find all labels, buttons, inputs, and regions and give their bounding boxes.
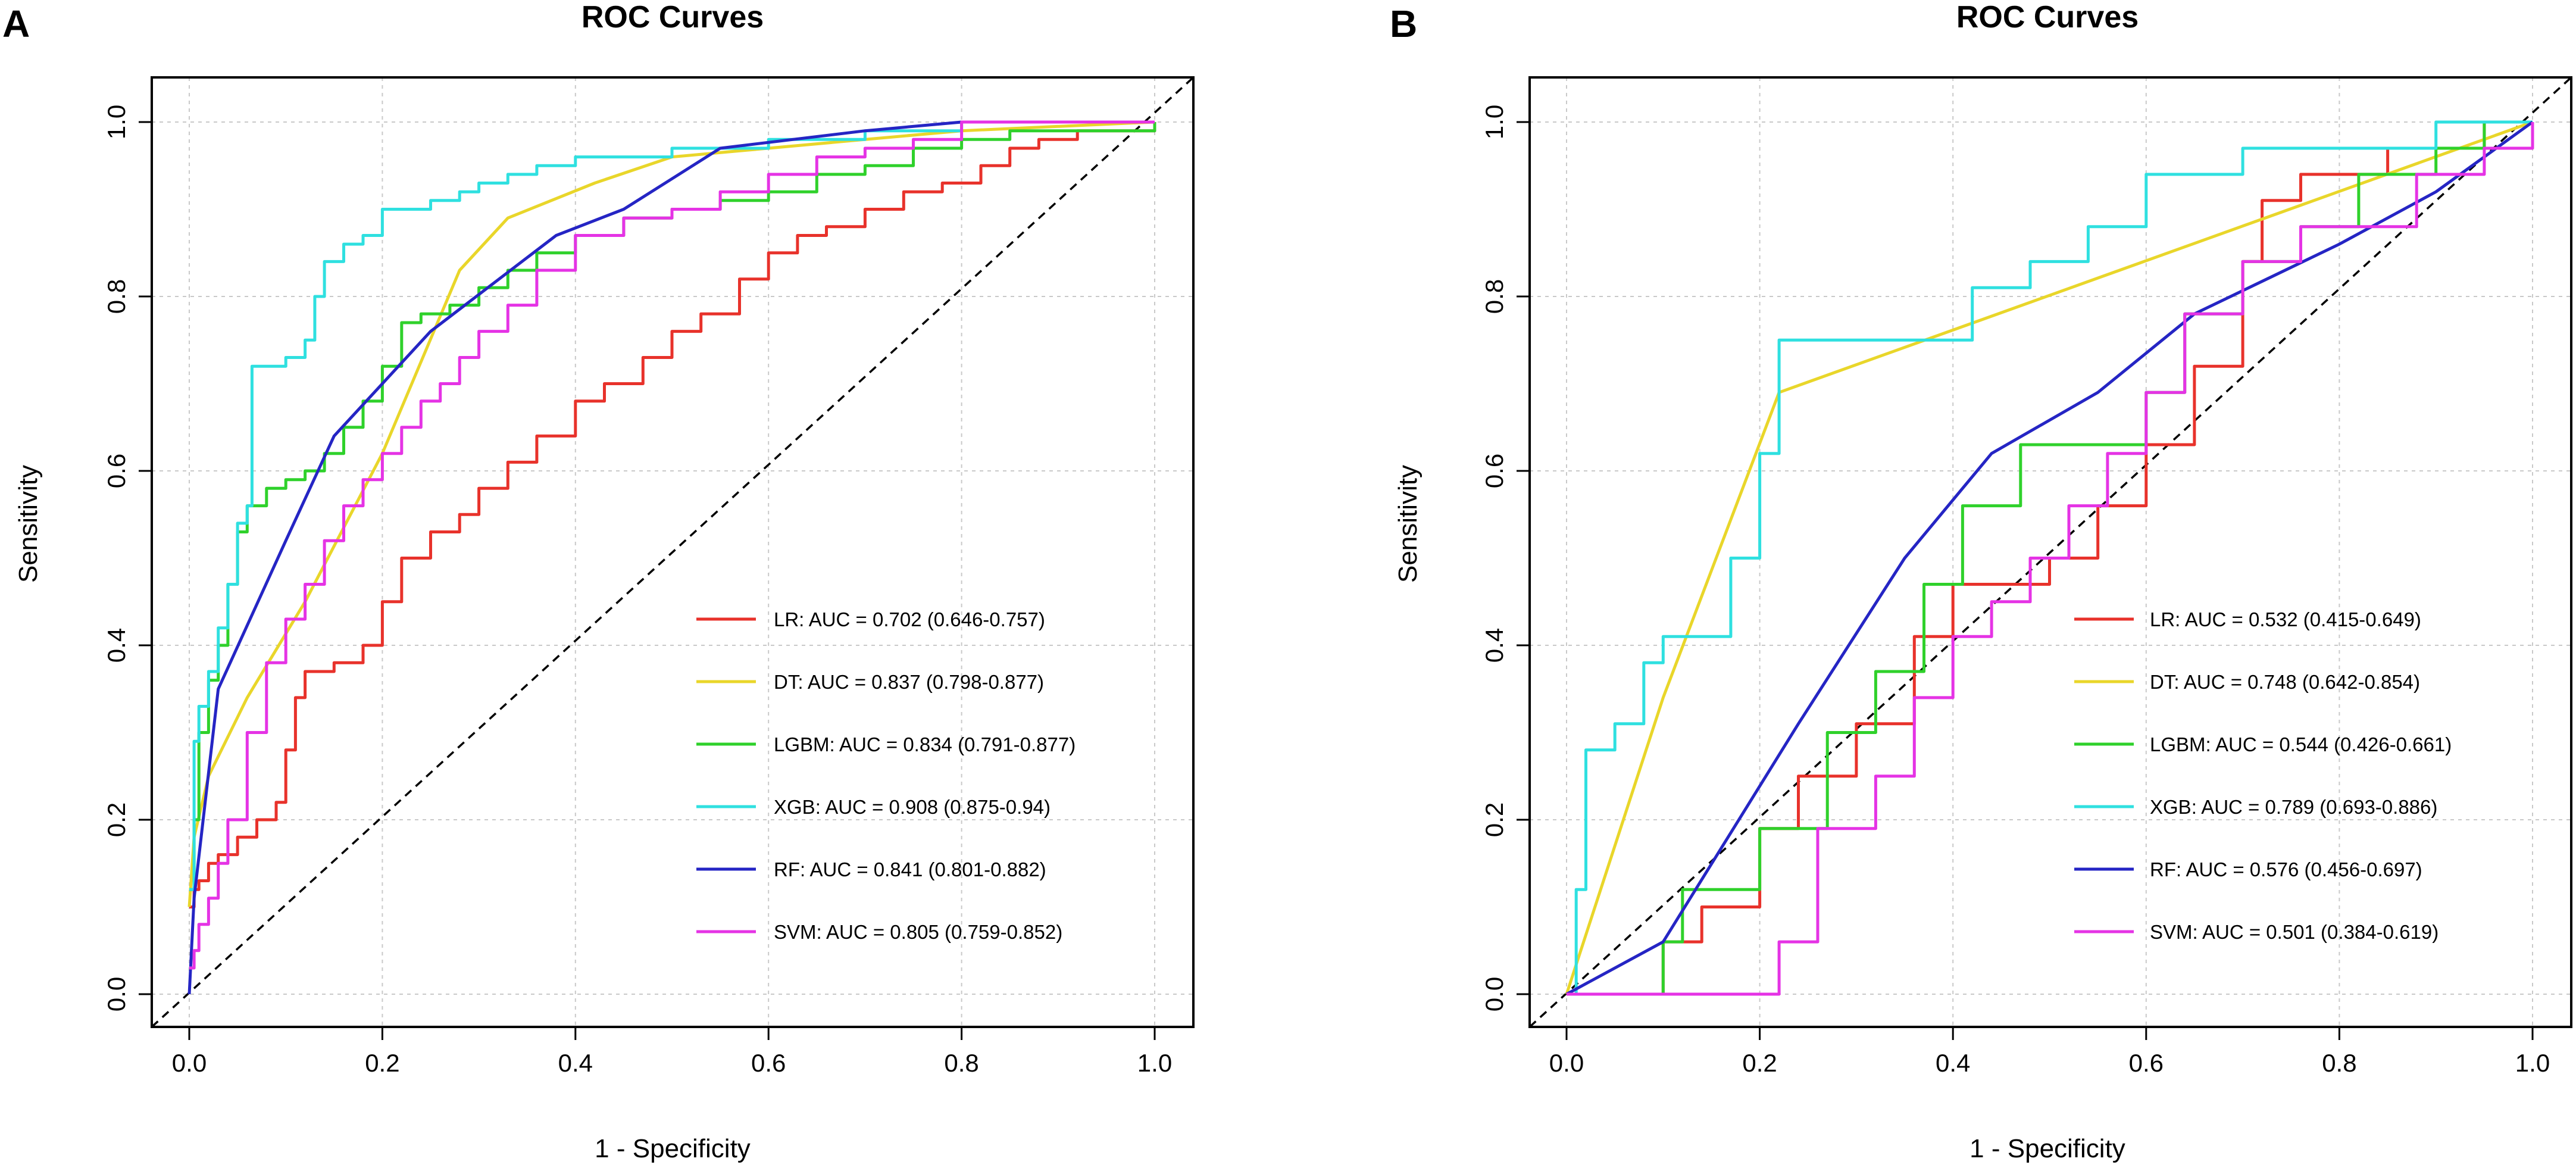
y-tick-label-b: 0.4 <box>1480 628 1508 663</box>
x-tick-label-a: 0.8 <box>944 1049 978 1077</box>
roc-curve-lgbm-a <box>189 122 1156 891</box>
y-tick-label-a: 1.0 <box>102 105 130 139</box>
chart-title-b: ROC Curves <box>1956 0 2139 35</box>
y-tick-label-b: 0.8 <box>1480 279 1508 314</box>
x-axis-label-a: 1 - Specificity <box>595 1134 751 1163</box>
x-tick-label-b: 0.0 <box>1549 1049 1584 1077</box>
series-a <box>187 120 1156 995</box>
reference-diagonal-a <box>151 76 1195 1028</box>
x-tick-label-a: 0.4 <box>558 1049 593 1077</box>
x-tick-label-a: 0.6 <box>751 1049 786 1077</box>
y-axis-label-b: Sensitivity <box>1393 465 1423 583</box>
y-tick-label-a: 0.4 <box>102 628 130 663</box>
plot-frame-a <box>151 76 1195 1028</box>
x-tick-label-a: 0.2 <box>365 1049 399 1077</box>
panel-a: A ROC Curves 0.0 0.2 0.4 0.6 0.8 1.0 0.0 0.2 0.4… <box>2 0 1195 1163</box>
series-b <box>1565 120 2534 996</box>
roc-curve-svm-b <box>1567 122 2534 996</box>
reference-diagonal-b <box>1528 76 2572 1028</box>
y-tick-label-a: 0.8 <box>102 279 130 314</box>
panel-letter-b: B <box>1390 2 1417 45</box>
legend-label-lgbm-b: LGBM: AUC = 0.544 (0.426-0.661) <box>2150 733 2452 755</box>
y-tick-label-a: 0.6 <box>102 454 130 488</box>
roc-curve-xgb-a <box>189 120 1155 891</box>
roc-curve-xgb-b <box>1567 120 2533 996</box>
legend-label-svm-a: SVM: AUC = 0.805 (0.759-0.852) <box>774 921 1062 943</box>
y-tick-label-b: 0.2 <box>1480 802 1508 837</box>
legend-label-xgb-b: XGB: AUC = 0.789 (0.693-0.886) <box>2150 796 2437 818</box>
plot-frame-b <box>1528 76 2572 1028</box>
y-axis-label-a: Sensitivity <box>14 465 43 583</box>
legend-label-dt-b: DT: AUC = 0.748 (0.642-0.854) <box>2150 671 2420 693</box>
x-tick-label-b: 0.4 <box>1936 1049 1970 1077</box>
axis-ticks-a: 0.0 0.2 0.4 0.6 0.8 1.0 0.0 0.2 0.4 0.6 0.8 1.0 <box>102 105 1172 1077</box>
legend-label-dt-a: DT: AUC = 0.837 (0.798-0.877) <box>774 671 1044 693</box>
legend-label-lr-b: LR: AUC = 0.532 (0.415-0.649) <box>2150 608 2421 630</box>
legend-label-lgbm-a: LGBM: AUC = 0.834 (0.791-0.877) <box>774 733 1076 755</box>
x-axis-label-b: 1 - Specificity <box>1969 1134 2125 1163</box>
y-tick-label-a: 0.2 <box>102 802 130 837</box>
roc-curve-svm-a <box>189 120 1155 970</box>
y-tick-label-a: 0.0 <box>102 977 130 1011</box>
legend-label-xgb-a: XGB: AUC = 0.908 (0.875-0.94) <box>774 796 1051 818</box>
y-tick-label-b: 0.6 <box>1480 454 1508 488</box>
roc-curve-rf-b <box>1565 120 2534 996</box>
axis-ticks-b: 0.0 0.2 0.4 0.6 0.8 1.0 0.0 0.2 0.4 0.6 0.8 1.0 <box>1480 105 2550 1077</box>
roc-curve-dt-b <box>1565 120 2533 995</box>
legend-label-rf-b: RF: AUC = 0.576 (0.456-0.697) <box>2150 858 2422 880</box>
x-tick-label-b: 0.8 <box>2322 1049 2356 1077</box>
x-tick-label-b: 0.2 <box>1742 1049 1777 1077</box>
roc-curve-lgbm-b <box>1567 120 2533 996</box>
panel-letter-a: A <box>2 2 30 45</box>
y-tick-label-b: 1.0 <box>1480 105 1508 139</box>
roc-curve-lr-a <box>189 122 1156 908</box>
roc-curve-dt-a <box>187 120 1155 907</box>
legend-label-rf-a: RF: AUC = 0.841 (0.801-0.882) <box>774 858 1046 880</box>
x-tick-label-b: 1.0 <box>2515 1049 2550 1077</box>
x-tick-label-b: 0.6 <box>2129 1049 2164 1077</box>
legend-label-lr-a: LR: AUC = 0.702 (0.646-0.757) <box>774 608 1045 630</box>
chart-title-a: ROC Curves <box>582 0 764 35</box>
legend-a: LR: AUC = 0.702 (0.646-0.757) DT: AUC = 0… <box>696 608 1076 943</box>
y-tick-label-b: 0.0 <box>1480 977 1508 1011</box>
x-tick-label-a: 1.0 <box>1137 1049 1172 1077</box>
roc-curve-rf-a <box>187 120 1155 995</box>
legend-label-svm-b: SVM: AUC = 0.501 (0.384-0.619) <box>2150 921 2439 943</box>
x-tick-label-a: 0.0 <box>172 1049 207 1077</box>
panel-b: B ROC Curves 0.0 0.2 0.4 0.6 0.8 1.0 0.0 0.2 0.4… <box>1390 0 2572 1163</box>
legend-b: LR: AUC = 0.532 (0.415-0.649) DT: AUC = 0… <box>2074 608 2452 943</box>
